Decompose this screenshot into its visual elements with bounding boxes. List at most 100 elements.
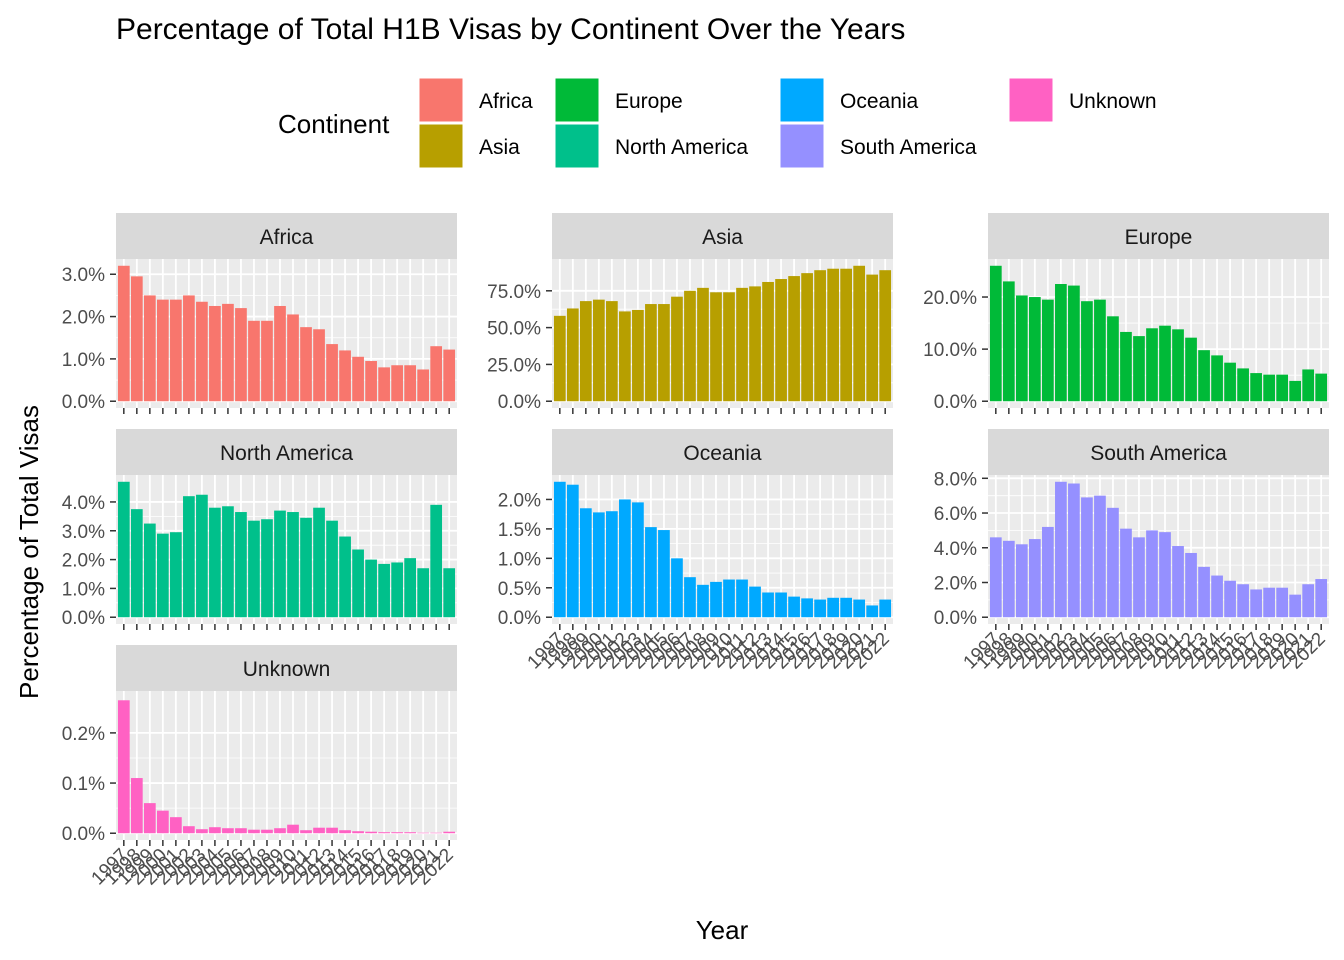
bar-south-america-2015 xyxy=(1224,580,1236,618)
bar-south-america-2003 xyxy=(1068,483,1080,618)
bar-asia-2014 xyxy=(775,279,787,402)
bar-north-america-2002 xyxy=(183,496,195,618)
bar-oceania-2009 xyxy=(710,581,722,618)
bar-oceania-1997 xyxy=(553,481,566,618)
legend-label-oceania: Oceania xyxy=(840,90,919,113)
y-tick-label: 1.5% xyxy=(498,520,541,541)
bar-asia-2010 xyxy=(723,292,735,402)
bar-europe-2002 xyxy=(1055,284,1067,402)
facet-asia: Asia 0.0% 25.0% 50.0% 75.0% xyxy=(487,213,893,414)
bar-asia-2018 xyxy=(827,268,839,402)
bar-oceania-2002 xyxy=(619,499,631,618)
facet-strip xyxy=(116,645,457,691)
bar-unknown-2010 xyxy=(287,824,299,834)
y-tick-label: 0.0% xyxy=(62,824,105,845)
x-axis-title: Year xyxy=(696,915,749,945)
bar-asia-2022 xyxy=(879,270,892,402)
bar-south-america-2009 xyxy=(1146,530,1158,618)
bar-north-america-2018 xyxy=(391,562,403,618)
bar-oceania-2011 xyxy=(736,579,748,618)
bar-unknown-2011 xyxy=(300,830,312,834)
y-tick-label: 4.0% xyxy=(934,539,977,560)
legend-key-africa xyxy=(418,77,464,123)
facet-strip-label: North America xyxy=(220,442,353,465)
bar-unknown-1998 xyxy=(130,778,143,834)
bar-unknown-2009 xyxy=(274,828,286,834)
y-tick-label: 8.0% xyxy=(934,469,977,490)
bar-europe-2004 xyxy=(1081,301,1093,402)
bar-north-america-1997 xyxy=(117,481,130,618)
bar-north-america-2010 xyxy=(287,512,299,618)
chart-title: Percentage of Total H1B Visas by Contine… xyxy=(116,13,905,46)
bar-south-america-2018 xyxy=(1263,587,1275,618)
bar-unknown-2006 xyxy=(235,828,247,834)
y-tick-label: 0.0% xyxy=(62,392,105,413)
bar-unknown-2020 xyxy=(417,832,430,834)
facet-africa: Africa 0.0% 1.0% 2.0% 3.0% xyxy=(62,213,457,414)
bar-asia-2021 xyxy=(866,274,879,402)
bar-africa-2012 xyxy=(313,329,325,402)
bar-africa-2001 xyxy=(170,299,182,402)
bar-oceania-2005 xyxy=(658,530,670,618)
bar-oceania-2020 xyxy=(853,599,866,618)
bar-south-america-2000 xyxy=(1028,539,1041,618)
facet-strip-label: South America xyxy=(1090,442,1227,465)
bar-oceania-2004 xyxy=(645,527,657,618)
facet-panels: Africa 0.0% 1.0% 2.0% 3.0% Asia 0.0% 25.0% 50.0%… xyxy=(62,213,1330,889)
bar-asia-1997 xyxy=(553,315,566,402)
bar-unknown-2018 xyxy=(391,832,403,834)
bar-north-america-2004 xyxy=(209,507,221,618)
y-tick-label: 2.0% xyxy=(62,308,105,329)
legend: Continent Africa Asia Europe North America O… xyxy=(278,77,1157,169)
bar-europe-2013 xyxy=(1198,350,1210,402)
bar-unknown-2000 xyxy=(156,810,169,834)
bar-oceania-2018 xyxy=(827,597,839,618)
bar-asia-2000 xyxy=(592,299,605,402)
y-tick-label: 2.0% xyxy=(934,573,977,594)
legend-key-north-america xyxy=(554,123,600,169)
bar-north-america-2020 xyxy=(417,568,430,618)
bar-africa-2014 xyxy=(339,350,351,402)
bar-unknown-2008 xyxy=(261,829,273,834)
bar-south-america-2010 xyxy=(1159,532,1171,618)
bar-africa-2006 xyxy=(235,308,247,402)
bar-unknown-2021 xyxy=(430,832,443,834)
bar-south-america-2021 xyxy=(1302,584,1315,618)
bar-south-america-2002 xyxy=(1055,481,1067,618)
bar-asia-2007 xyxy=(684,290,696,402)
bar-africa-2018 xyxy=(391,365,403,402)
facet-south-america: South America0.0%2.0%4.0%6.0%8.0%1997199… xyxy=(934,429,1330,673)
bar-asia-2009 xyxy=(710,292,722,402)
bar-south-america-2012 xyxy=(1185,552,1197,618)
bar-europe-2017 xyxy=(1250,373,1262,402)
bar-south-america-1997 xyxy=(989,537,1002,618)
bar-north-america-2001 xyxy=(170,532,182,618)
bar-africa-2003 xyxy=(196,301,208,402)
bar-africa-2022 xyxy=(443,349,456,402)
bar-europe-2003 xyxy=(1068,285,1080,402)
legend-items: Africa Asia Europe North America Oceania Sout… xyxy=(418,77,1157,169)
legend-key-europe xyxy=(554,77,600,123)
bar-europe-2000 xyxy=(1028,297,1041,402)
bar-oceania-2001 xyxy=(606,511,618,618)
bar-africa-2004 xyxy=(209,305,221,402)
bar-asia-2015 xyxy=(788,276,800,402)
bar-asia-2002 xyxy=(619,311,631,402)
legend-label-south-america: South America xyxy=(840,136,977,159)
bar-africa-1999 xyxy=(143,295,156,402)
bar-africa-2005 xyxy=(222,303,234,402)
bar-europe-2016 xyxy=(1237,368,1249,402)
y-tick-label: 0.0% xyxy=(498,608,541,629)
bar-europe-2005 xyxy=(1094,299,1106,402)
bar-north-america-2000 xyxy=(156,533,169,618)
bar-unknown-2015 xyxy=(352,831,364,834)
bar-north-america-1999 xyxy=(143,523,156,618)
y-tick-label: 10.0% xyxy=(923,340,977,361)
bar-africa-2010 xyxy=(287,314,299,402)
bar-africa-1998 xyxy=(130,276,143,402)
y-tick-label: 6.0% xyxy=(934,504,977,525)
y-tick-label: 0.5% xyxy=(498,579,541,600)
bar-oceania-2010 xyxy=(723,579,735,618)
facet-oceania: Oceania0.0%0.5%1.0%1.5%2.0%1997199819992… xyxy=(498,429,894,673)
